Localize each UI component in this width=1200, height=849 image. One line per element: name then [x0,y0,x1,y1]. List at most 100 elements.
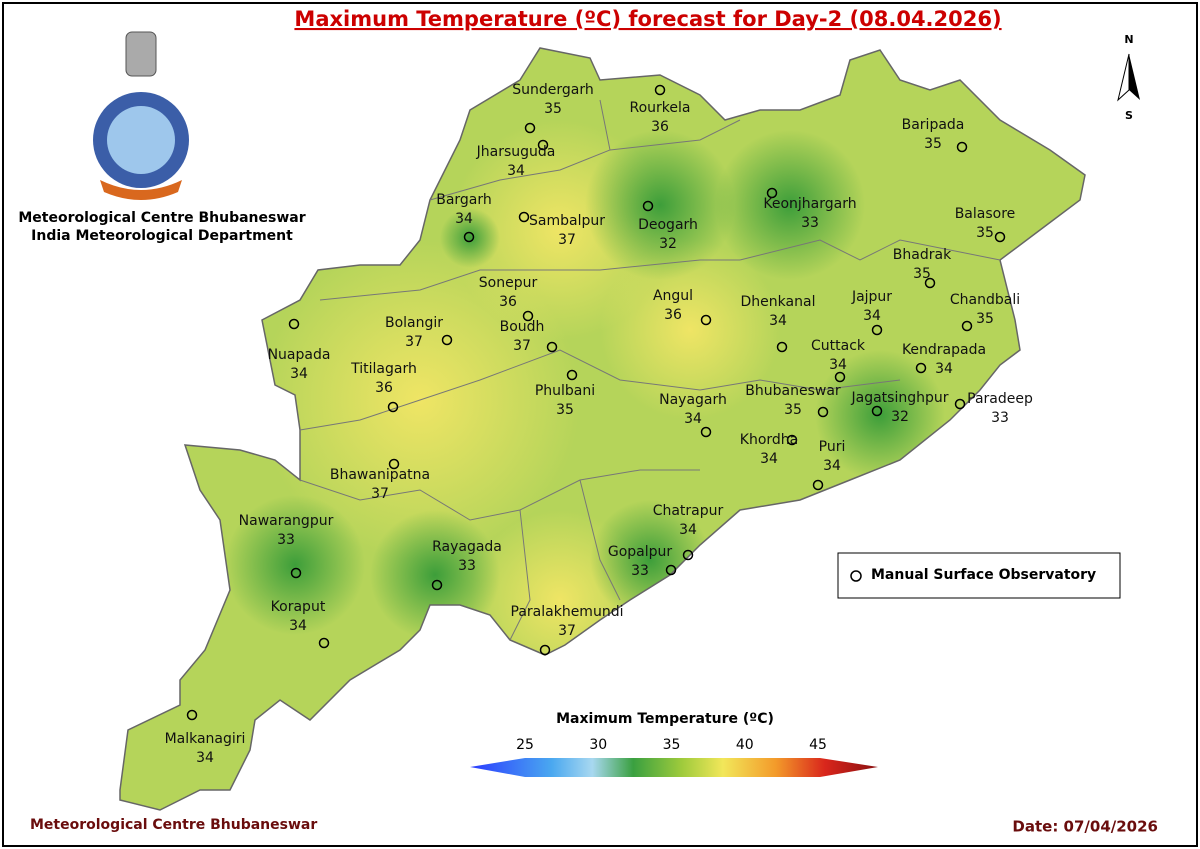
colorbar-tick-label: 40 [736,737,754,753]
station-marker [441,334,453,346]
org-line: Meteorological Centre Bhubaneswar [18,210,305,226]
station-name: Gopalpur [608,544,673,560]
station-name: Sonepur [479,275,538,291]
station-value: 36 [375,380,393,396]
station-value: 36 [499,294,517,310]
station-value: 35 [544,101,562,117]
station-marker [776,341,788,353]
station-value: 34 [455,211,473,227]
station-marker [961,320,973,332]
station-marker [915,362,927,374]
station-marker [871,324,883,336]
station-name: Jagatsinghpur [851,390,949,406]
station-marker [524,122,536,134]
station-marker [994,231,1006,243]
station-name: Bolangir [385,315,443,331]
station-marker [700,426,712,438]
title: Maximum Temperature (ºC) forecast for Da… [294,7,1001,31]
station-value: 34 [290,366,308,382]
compass: N S [1117,33,1140,122]
station-value: 34 [684,411,702,427]
station-name: Bhadrak [893,247,952,263]
station-value: 32 [891,409,909,425]
station-marker [566,369,578,381]
station-value: 37 [558,623,576,639]
station-marker [518,211,530,223]
temperature-field [120,48,1085,810]
station-value: 35 [913,266,931,282]
station-marker [766,187,778,199]
station-value: 37 [513,338,531,354]
station-name: Kendrapada [902,342,986,358]
station-marker [463,231,475,243]
station-name: Bhubaneswar [745,383,841,399]
compass-n: N [1124,33,1133,46]
legend-box [837,552,1121,599]
station-marker [290,567,302,579]
station-marker [812,479,824,491]
stations: Sundergarh 35 Rourkela 36 Jharsuguda 34 Bargar… [165,82,1033,766]
station-marker [537,139,549,151]
legend-symbol [850,570,862,582]
station-value: 37 [371,486,389,502]
station-value: 34 [863,308,881,324]
station-value: 34 [769,313,787,329]
station-name: Malkanagiri [165,731,246,747]
station-marker [665,564,677,576]
station-value: 34 [289,618,307,634]
station-marker [654,84,666,96]
colorbar-ticks: 25 30 35 40 45 [516,737,827,753]
colorbar-tick-label: 45 [809,737,827,753]
station-value: 36 [651,119,669,135]
org-line: India Meteorological Department [31,228,293,244]
station-marker [186,709,198,721]
station-name: Sambalpur [529,213,605,229]
station-value: 33 [277,532,295,548]
station-marker [288,318,300,330]
station-marker [642,200,654,212]
station-value: 35 [976,311,994,327]
station-name: Khordha [740,432,798,448]
colorbar [470,758,878,777]
station-name: Nuapada [268,347,331,363]
station-marker [834,371,846,383]
station-name: Phulbani [535,383,595,399]
station-value: 36 [664,307,682,323]
station-name: Jajpur [851,289,892,305]
station-name: Koraput [271,599,326,615]
station-name: Paradeep [967,391,1033,407]
station-value: 34 [679,522,697,538]
station-name: Baripada [902,117,965,133]
station-value: 34 [823,458,841,474]
station-marker [871,405,883,417]
station-name: Angul [653,288,693,304]
station-value: 34 [196,750,214,766]
footer-date: Date: 07/04/2026 [1012,818,1158,836]
station-marker [682,549,694,561]
station-value: 34 [829,357,847,373]
station-marker [956,141,968,153]
station-value: 35 [556,402,574,418]
station-marker [817,406,829,418]
station-name: Nawarangpur [239,513,334,529]
colorbar-tick-label: 25 [516,737,534,753]
station-name: Balasore [955,206,1016,222]
station-name: Chandbali [950,292,1020,308]
station-name: Chatrapur [653,503,724,519]
station-name: Rourkela [630,100,691,116]
station-name: Cuttack [811,338,866,354]
legend-label: Manual Surface Observatory [871,567,1096,583]
colorbar-title: Maximum Temperature (ºC) [556,711,774,727]
station-name: Keonjhargarh [763,196,856,212]
station-name: Titilagarh [350,361,417,377]
footer-left: Meteorological Centre Bhubaneswar [30,817,317,833]
station-name: Sundergarh [512,82,594,98]
station-value: 33 [801,215,819,231]
station-value: 35 [784,402,802,418]
station-name: Boudh [500,319,545,335]
station-marker [388,458,400,470]
station-value: 32 [659,236,677,252]
